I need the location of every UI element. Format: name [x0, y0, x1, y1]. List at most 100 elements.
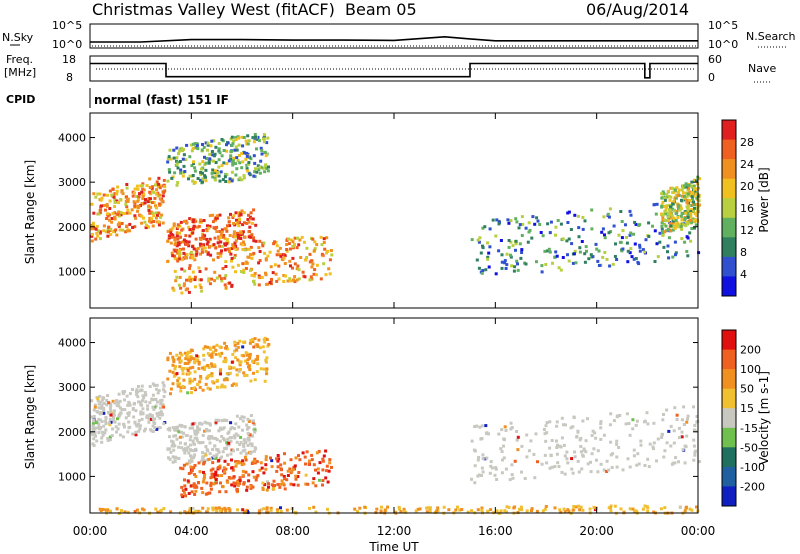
data-cell: [276, 483, 280, 486]
data-cell: [188, 275, 192, 279]
data-cell: [666, 189, 670, 193]
data-cell: [98, 192, 102, 196]
data-cell: [520, 215, 524, 219]
data-cell: [210, 472, 214, 476]
data-cell: [509, 219, 513, 223]
data-cell: [152, 214, 156, 218]
data-cell: [627, 422, 631, 425]
data-cell: [687, 186, 691, 190]
data-cell: [244, 452, 248, 456]
data-cell: [669, 444, 673, 448]
data-cell: [562, 507, 566, 511]
data-cell: [225, 347, 229, 351]
data-cell: [524, 226, 528, 230]
data-cell: [178, 435, 182, 439]
data-cell: [194, 475, 198, 478]
data-cell: [386, 505, 390, 509]
colorbar-tick-label: 4: [740, 268, 747, 281]
data-cell: [249, 235, 253, 239]
data-cell: [183, 282, 186, 286]
data-cell: [179, 359, 183, 363]
data-cell: [253, 378, 257, 382]
data-cell: [227, 220, 231, 224]
data-cell: [483, 225, 487, 229]
data-cell: [476, 238, 480, 242]
data-cell: [262, 507, 266, 511]
data-cell: [167, 155, 171, 159]
data-cell: [240, 209, 244, 213]
data-cell: [583, 260, 587, 264]
data-cell: [141, 394, 145, 398]
data-cell: [246, 255, 250, 259]
data-cell: [183, 351, 187, 355]
data-cell: [296, 475, 300, 478]
data-cell: [234, 136, 238, 140]
data-cell: [153, 422, 157, 425]
data-cell: [126, 197, 130, 201]
data-cell: [686, 417, 689, 421]
data-cell: [685, 205, 689, 209]
data-cell: [154, 397, 158, 401]
data-cell: [253, 446, 257, 450]
data-cell: [695, 214, 699, 218]
colorbar-tick-label: 15: [740, 402, 754, 415]
data-cell: [295, 246, 299, 250]
data-cell: [229, 421, 233, 425]
data-cell: [106, 193, 109, 197]
data-cell: [581, 419, 585, 423]
data-cell: [201, 160, 205, 164]
data-cell: [245, 163, 249, 167]
data-cell: [473, 464, 477, 468]
data-cell: [264, 273, 268, 277]
data-cell: [418, 507, 422, 511]
data-cell: [242, 136, 246, 139]
data-cell: [205, 229, 209, 233]
data-cell: [321, 468, 325, 472]
data-cell: [172, 434, 176, 438]
data-cell: [97, 417, 101, 421]
data-cell: [126, 403, 130, 407]
data-cell: [178, 382, 181, 386]
data-cell: [188, 366, 192, 370]
data-cell: [113, 215, 116, 219]
data-cell: [124, 199, 128, 203]
data-cell: [478, 236, 482, 240]
data-cell: [223, 242, 227, 246]
data-cell: [502, 456, 506, 460]
data-cell: [685, 201, 689, 205]
data-cell: [520, 470, 523, 474]
data-cell: [145, 223, 148, 227]
data-cell: [161, 221, 165, 225]
data-cell: [100, 436, 104, 440]
data-cell: [184, 442, 187, 446]
data-cell: [183, 510, 187, 514]
data-cell: [231, 163, 235, 167]
data-cell: [582, 447, 586, 451]
data-cell: [128, 222, 132, 226]
data-cell: [189, 471, 193, 474]
data-cell: [631, 507, 635, 511]
data-cell: [117, 224, 121, 228]
data-cell: [563, 454, 567, 458]
data-cell: [114, 228, 118, 232]
data-cell: [244, 509, 248, 513]
data-cell: [246, 218, 250, 221]
data-cell: [108, 435, 112, 439]
data-cell: [503, 509, 507, 513]
data-cell: [116, 185, 120, 189]
data-cell: [209, 362, 213, 366]
data-cell: [126, 510, 130, 514]
data-cell: [693, 429, 697, 433]
data-cell: [188, 426, 192, 430]
data-cell: [540, 270, 544, 274]
data-cell: [241, 469, 245, 473]
data-cell: [169, 387, 173, 391]
data-cell: [296, 483, 300, 487]
data-cell: [197, 481, 200, 485]
data-cell: [619, 507, 623, 511]
data-cell: [175, 231, 179, 235]
data-cell: [105, 403, 109, 407]
data-cell: [299, 256, 303, 259]
data-cell: [677, 426, 681, 430]
data-cell: [507, 239, 511, 242]
